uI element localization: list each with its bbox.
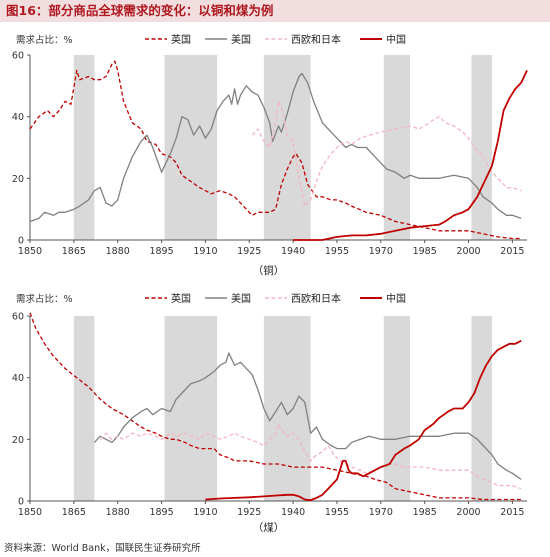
x-tick-label: 1850 [18,507,42,518]
y-tick-label: 40 [12,373,24,384]
x-tick-label: 1925 [237,246,261,257]
x-tick-label: 1910 [193,507,217,518]
y-tick-label: 0 [18,236,24,247]
shaded-period [164,316,218,501]
series-line [29,60,522,240]
legend-label: 英国 [171,33,191,46]
x-tick-label: 1880 [106,507,130,518]
shaded-period [471,316,492,501]
legend-label: 英国 [171,292,191,305]
x-tick-label: 1955 [325,246,349,257]
x-tick-label: 1940 [281,246,305,257]
x-tick-label: 1865 [62,507,86,518]
legend-label: 中国 [386,292,406,305]
x-tick-label: 1985 [413,246,437,257]
shaded-period [471,55,492,240]
y-tick-label: 60 [12,51,24,62]
y-tick-label: 20 [12,435,24,446]
chart-caption: （铜） [253,265,285,277]
x-tick-label: 1850 [18,246,42,257]
series-line [99,423,522,490]
source-note: 资料来源：World Bank，国联民生证券研究所 [4,543,201,554]
coal-chart: 0 20 40 60 1850 1865 1880 1895 1910 1925 1940 1955 1… [12,292,527,534]
x-tick-label: 1940 [281,507,305,518]
shaded-period [73,55,95,240]
legend-label: 西欧和日本 [291,33,341,46]
y-tick-label: 60 [12,312,24,323]
legend-label: 西欧和日本 [291,292,341,305]
y-tick-label: 0 [18,497,24,508]
shaded-period [73,316,95,501]
series-line [29,72,522,223]
y-tick-label: 20 [12,174,24,185]
series-line [29,312,522,501]
figure-title: 图16：部分商品全球需求的变化：以铜和煤为例 [0,0,550,22]
x-tick-label: 1955 [325,507,349,518]
x-tick-label: 1985 [413,507,437,518]
x-tick-label: 1895 [149,507,173,518]
legend-label: 美国 [231,33,251,46]
shaded-period [383,55,411,240]
x-tick-label: 1895 [149,246,173,257]
x-tick-label: 2000 [456,246,480,257]
x-tick-label: 2015 [500,507,524,518]
chart-caption: （煤） [253,521,285,534]
series-line [293,70,528,241]
y-tick-label: 40 [12,112,24,123]
shaded-period [263,316,311,501]
series-line [205,339,522,501]
x-tick-label: 2015 [500,246,524,257]
legend-label: 中国 [386,33,406,46]
y-axis-label: 需求占比：% [16,34,73,46]
shaded-period [383,316,411,501]
shaded-period [263,55,311,240]
x-tick-label: 1970 [369,246,393,257]
x-tick-label: 1970 [369,507,393,518]
legend-label: 美国 [231,292,251,305]
y-axis-label: 需求占比：% [16,293,73,305]
x-tick-label: 1880 [106,246,130,257]
series-line [251,100,522,207]
series-line [93,352,522,480]
x-tick-label: 2000 [456,507,480,518]
copper-chart: 0 20 40 60 1850 1865 1880 1895 1910 1925 1940 1955 1… [12,33,528,277]
x-tick-label: 1865 [62,246,86,257]
x-tick-label: 1910 [193,246,217,257]
x-tick-label: 1925 [237,507,261,518]
